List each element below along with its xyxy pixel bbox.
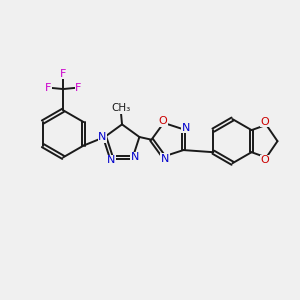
Text: O: O [159, 116, 167, 126]
Text: O: O [260, 117, 269, 127]
Text: F: F [45, 82, 51, 93]
Text: N: N [98, 132, 106, 142]
Text: F: F [75, 82, 82, 93]
Text: F: F [60, 69, 66, 79]
Text: N: N [182, 122, 190, 133]
Text: CH₃: CH₃ [111, 103, 130, 113]
Text: N: N [131, 152, 139, 162]
Text: N: N [161, 154, 169, 164]
Text: O: O [260, 155, 269, 166]
Text: N: N [107, 155, 116, 165]
